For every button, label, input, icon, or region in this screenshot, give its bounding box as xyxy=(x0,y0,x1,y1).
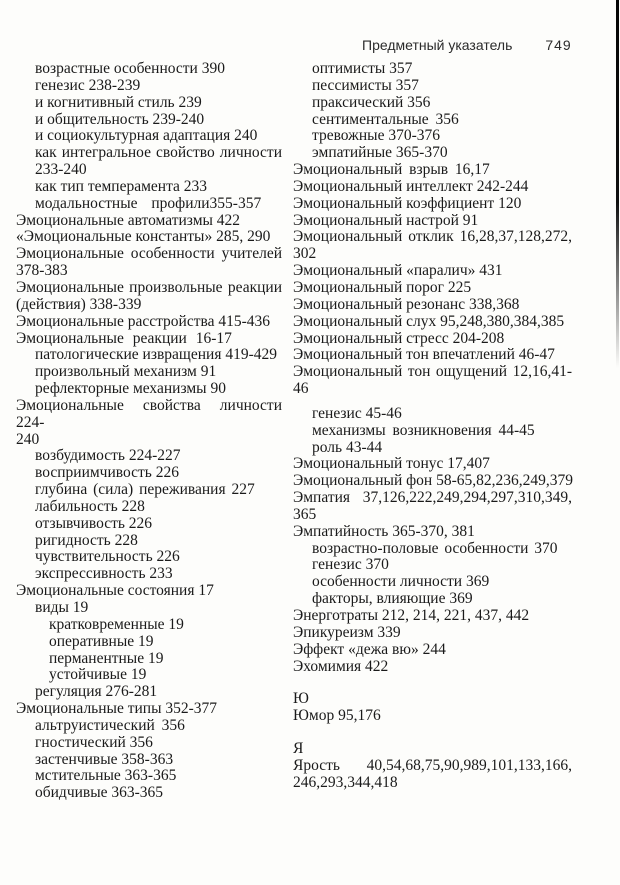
index-line: возрастно-половые особенности 370 xyxy=(312,539,558,557)
index-line: произвольный механизм 91 xyxy=(35,363,217,381)
index-line: Эмоциональный порог 225 xyxy=(293,278,472,296)
index-line: экспрессивность 233 xyxy=(35,565,173,583)
index-line: пессимисты 357 xyxy=(312,76,419,94)
index-line: особенности личности 369 xyxy=(312,573,490,591)
page-number: 749 xyxy=(545,37,572,53)
index-line: Эмпатийность 365-370, 381 xyxy=(293,522,475,540)
index-line: 302 xyxy=(293,245,317,263)
right-column: оптимисты 357 пессимисты 357 праксический … xyxy=(293,60,573,792)
index-line: Эмоциональные особенности учителей xyxy=(16,245,282,263)
index-line: Эмоциональный фон 58-65,82,236,249,379 xyxy=(293,472,573,490)
index-line: Эмоциональный резонанс 338,368 xyxy=(293,295,520,313)
index-line: Эмоциональный «паралич» 431 xyxy=(293,262,503,280)
index-line: чувствительность 226 xyxy=(35,548,180,566)
index-line: Эмоциональные состояния 17 xyxy=(16,582,214,600)
index-line: и социокультурная адаптация 240 xyxy=(35,127,258,145)
index-line: гностический 356 xyxy=(35,733,153,751)
index-line: Эпикуреизм 339 xyxy=(293,623,401,641)
index-line: эмпатийные 365-370 xyxy=(312,144,448,162)
index-line: глубина (сила) переживания 227 xyxy=(35,481,255,499)
index-line: возбудимость 224-227 xyxy=(35,447,181,465)
index-line: генезис 238-239 xyxy=(35,76,141,94)
index-line: рефлекторные механизмы 90 xyxy=(35,380,226,398)
index-line: Эмоциональные типы 352-377 xyxy=(16,700,218,718)
running-head-title: Предметный указатель xyxy=(362,37,513,53)
index-line: Эхомимия 422 xyxy=(293,657,389,675)
index-line: 233-240 xyxy=(35,161,87,179)
index-line: Юмор 95,176 xyxy=(293,707,381,725)
index-line: альтруистический 356 xyxy=(35,716,185,734)
index-line: Эмоциональный стресс 204-208 xyxy=(293,329,505,347)
index-line: факторы, влияющие 369 xyxy=(312,590,473,608)
index-line: Эмоциональные автоматизмы 422 xyxy=(16,211,241,229)
index-line: Эмоциональные расстройства 415-436 xyxy=(16,312,271,330)
index-line: модальностные профили355-357 xyxy=(35,194,262,212)
index-line: Эмоциональный тон впечатлений 46-47 xyxy=(293,346,555,364)
index-line: Эмоциональный коэффициент 120 xyxy=(293,194,522,212)
index-line: Эмоциональный тонус 17,407 xyxy=(293,455,490,473)
index-line: Эмоциональный отклик 16,28,37,128,272, xyxy=(293,228,572,246)
index-line: как тип темперамента 233 xyxy=(35,177,208,195)
index-line: сентиментальные 356 xyxy=(312,110,459,128)
index-line: Эмоциональный слух 95,248,380,384,385 xyxy=(293,312,565,330)
index-line: Эмоциональный настрой 91 xyxy=(293,211,479,229)
index-line: мстительные 363-365 xyxy=(35,767,177,785)
index-line: возрастные особенности 390 xyxy=(35,60,225,77)
index-line: Эффект «дежа вю» 244 xyxy=(293,640,446,658)
index-line: праксический 356 xyxy=(312,93,431,111)
index-line: кратковременные 19 xyxy=(49,615,184,633)
index-line: Эмоциональные свойства личности 224- xyxy=(16,396,282,431)
index-line: застенчивые 358-363 xyxy=(35,750,174,768)
index-line: Эмоциональный взрыв 16,17 xyxy=(293,161,490,179)
index-line: 46 xyxy=(293,380,309,398)
index-line: генезис 45-46 xyxy=(312,404,402,422)
index-line: генезис 370 xyxy=(312,556,389,574)
index-line: Эмоциональные произвольные реакции xyxy=(16,278,282,296)
index-line: Ярость 40,54,68,75,90,989,101,133,166, xyxy=(293,756,572,774)
index-line: виды 19 xyxy=(35,599,89,616)
index-line: восприимчивость 226 xyxy=(35,464,179,482)
index-line: перманентные 19 xyxy=(49,649,164,667)
index-line: «Эмоциональные константы» 285, 290 xyxy=(16,228,271,246)
index-line: механизмы возникновения 44-45 xyxy=(312,421,535,439)
index-line: Я xyxy=(293,740,304,758)
index-line: Энерготраты 212, 214, 221, 437, 442 xyxy=(293,607,530,624)
index-line: устойчивые 19 xyxy=(49,666,147,684)
index-line: 378-383 xyxy=(16,262,68,280)
index-line: как интегральное свойство личности xyxy=(35,144,282,162)
index-line: и когнитивный стиль 239 xyxy=(35,93,202,111)
index-line: ригидность 228 xyxy=(35,531,138,549)
scan-artifact-line xyxy=(616,0,619,368)
left-column: возрастные особенности 390 генезис 238-23… xyxy=(16,60,282,802)
index-line: обидчивые 363-365 xyxy=(35,784,164,802)
index-line: оптимисты 357 xyxy=(312,60,413,77)
index-line: Эмоциональный тон ощущений 12,16,41- xyxy=(293,363,572,381)
index-line: оперативные 19 xyxy=(49,632,154,650)
index-line: Ю xyxy=(293,690,309,708)
index-line: и общительность 239-240 xyxy=(35,110,205,128)
index-line: отзывчивость 226 xyxy=(35,514,153,532)
index-line: 246,293,344,418 xyxy=(293,773,398,791)
index-line: (действия) 338-339 xyxy=(16,295,142,313)
index-line: роль 43-44 xyxy=(312,438,383,456)
index-line: патологические извращения 419-429 xyxy=(35,346,277,364)
index-line: регуляция 276-281 xyxy=(35,683,158,701)
running-header: Предметный указатель 749 xyxy=(362,37,572,53)
index-line: тревожные 370-376 xyxy=(312,127,441,145)
index-line: Эмпатия 37,126,222,249,294,297,310,349, xyxy=(293,489,572,507)
index-line: лабильность 228 xyxy=(35,497,145,515)
index-line: Эмоциональный интеллект 242-244 xyxy=(293,177,529,195)
index-line: 365 xyxy=(293,505,317,523)
index-line: Эмоциональные реакции 16-17 xyxy=(16,329,232,347)
index-line: 240 xyxy=(16,430,40,448)
